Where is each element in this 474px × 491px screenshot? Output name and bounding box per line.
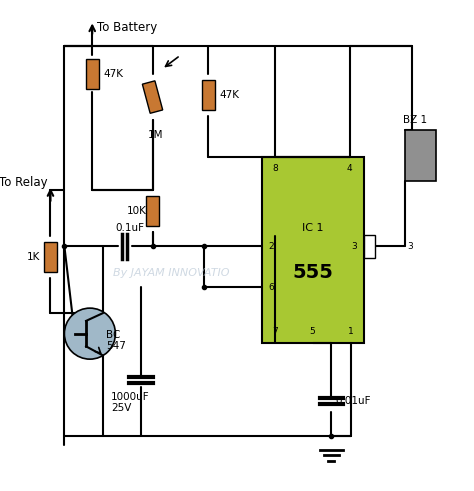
Text: To Relay: To Relay xyxy=(0,176,48,190)
FancyBboxPatch shape xyxy=(142,81,163,113)
Text: 3: 3 xyxy=(351,242,356,251)
Text: 555: 555 xyxy=(292,263,333,282)
Text: 0.1uF: 0.1uF xyxy=(116,222,145,233)
Text: 5: 5 xyxy=(310,327,316,336)
Text: 8: 8 xyxy=(273,164,278,173)
Text: 7: 7 xyxy=(273,327,278,336)
Text: 6: 6 xyxy=(268,283,274,292)
Text: 1: 1 xyxy=(348,327,354,336)
FancyBboxPatch shape xyxy=(146,195,159,226)
FancyBboxPatch shape xyxy=(405,130,436,181)
Text: 0.01uF: 0.01uF xyxy=(336,396,371,406)
Text: By JAYAM INNOVATIO: By JAYAM INNOVATIO xyxy=(113,269,229,278)
Text: 2: 2 xyxy=(268,242,274,251)
Text: 47K: 47K xyxy=(220,90,240,100)
FancyBboxPatch shape xyxy=(202,80,215,110)
Text: 10K: 10K xyxy=(127,206,147,216)
Text: 1000uF
25V: 1000uF 25V xyxy=(111,392,149,413)
Text: 3: 3 xyxy=(408,242,413,251)
Text: 1K: 1K xyxy=(27,252,41,262)
FancyBboxPatch shape xyxy=(44,242,57,272)
Text: 4: 4 xyxy=(347,164,353,173)
FancyBboxPatch shape xyxy=(364,235,375,258)
Text: BZ 1: BZ 1 xyxy=(403,115,427,125)
Text: IC 1: IC 1 xyxy=(302,223,323,233)
Circle shape xyxy=(64,308,116,359)
FancyBboxPatch shape xyxy=(86,59,99,89)
FancyBboxPatch shape xyxy=(262,157,364,343)
Text: To Battery: To Battery xyxy=(97,21,157,34)
Text: 1M: 1M xyxy=(148,130,164,139)
Text: 47K: 47K xyxy=(104,69,124,79)
Text: BC
547: BC 547 xyxy=(106,330,126,352)
